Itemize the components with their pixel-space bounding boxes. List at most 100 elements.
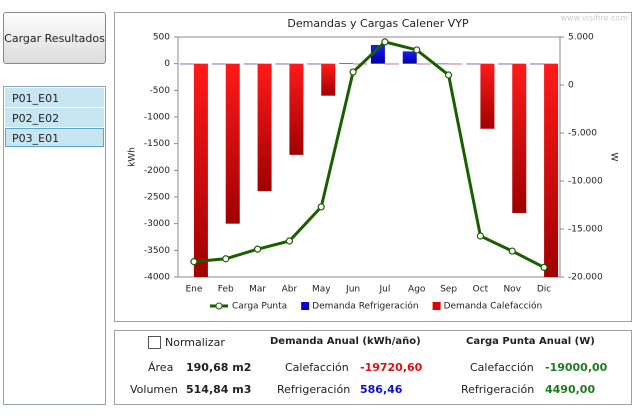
- line-marker: [253, 245, 262, 253]
- x-tick-label: Jun: [345, 285, 360, 295]
- bar: [243, 63, 258, 65]
- line-marker: [476, 232, 485, 240]
- load-button[interactable]: Cargar Resultados: [3, 12, 106, 64]
- y-tick-label: -500: [150, 86, 171, 96]
- y-axis-label: kWh: [128, 147, 138, 167]
- chart: Demandas y Cargas Calener VYP www.visifi…: [128, 14, 629, 312]
- watermark: www.visifire.com: [561, 14, 629, 23]
- x-tick-label: May: [312, 285, 331, 295]
- bar: [402, 51, 417, 64]
- bar: [384, 63, 399, 65]
- chart-title: Demandas y Cargas Calener VYP: [287, 17, 469, 30]
- plot-area: [177, 36, 561, 278]
- line-marker: [413, 46, 421, 54]
- field-value: 586,46: [360, 383, 403, 396]
- checkbox-label[interactable]: Normalizar: [165, 336, 225, 349]
- y2-tick-label: -10.000: [568, 177, 603, 187]
- line-series: [193, 40, 545, 269]
- field-value: -19720,60: [360, 361, 423, 374]
- y-tick-label: -1000: [144, 113, 170, 123]
- bar: [480, 63, 495, 129]
- y-tick-label: -3000: [144, 219, 170, 229]
- bar: [225, 63, 240, 224]
- field-label: Volumen: [130, 383, 178, 396]
- bar: [321, 63, 336, 96]
- bar: [498, 63, 513, 65]
- legend-label: Demanda Calefacción: [444, 301, 543, 312]
- bar: [466, 63, 481, 65]
- x-tick-label: Ago: [408, 285, 426, 295]
- bar: [211, 63, 226, 65]
- bar: [530, 63, 545, 65]
- x-tick-label: Ene: [185, 285, 202, 295]
- y-tick-label: 500: [153, 33, 170, 43]
- bar: [193, 63, 208, 277]
- legend-swatch: [432, 302, 441, 310]
- field-label: Refrigeración: [277, 383, 351, 396]
- list-item[interactable]: P01_E01: [5, 88, 104, 107]
- line-marker: [349, 68, 357, 76]
- field-value: 4490,00: [545, 383, 596, 396]
- field-value: -19000,00: [545, 361, 608, 374]
- x-tick-label: Dic: [537, 285, 551, 295]
- line-marker: [222, 255, 230, 263]
- line-marker: [190, 258, 198, 266]
- line-marker: [317, 203, 325, 211]
- y2-tick-label: 5.000: [568, 33, 594, 43]
- checkbox[interactable]: [148, 336, 161, 349]
- x-tick-label: Sep: [440, 285, 457, 295]
- bar: [339, 63, 354, 64]
- bar: [370, 45, 385, 64]
- field-value: 514,84 m3: [186, 383, 252, 396]
- legend-swatch: [301, 302, 310, 310]
- bar: [448, 63, 463, 65]
- summary-panel: [114, 330, 632, 405]
- x-tick-label: Oct: [473, 285, 489, 295]
- chart-panel: [114, 12, 632, 322]
- y2-tick-label: 0: [568, 81, 574, 91]
- field-label: Área: [148, 361, 174, 374]
- field-value: 190,68 m2: [186, 361, 252, 374]
- bar: [257, 63, 272, 192]
- y-tick-label: -4000: [144, 273, 170, 283]
- bar: [307, 63, 322, 65]
- line-marker: [540, 263, 548, 271]
- field-label: Calefacción: [285, 361, 349, 374]
- field-label: Refrigeración: [461, 383, 535, 396]
- legend-label: Carga Punta: [232, 302, 287, 312]
- bar: [289, 63, 304, 155]
- legend-swatch: [215, 302, 223, 310]
- bar: [512, 63, 527, 213]
- scenario-list: P01_E01 P02_E02 P03_E01: [3, 86, 106, 405]
- y-tick-label: -2000: [144, 166, 170, 176]
- list-item[interactable]: P02_E02: [5, 108, 104, 127]
- bar: [434, 63, 449, 65]
- line-marker: [444, 71, 453, 79]
- section-title: Carga Punta Anual (W): [466, 336, 595, 347]
- y2-tick-label: -5.000: [568, 129, 597, 139]
- y2-tick-label: -15.000: [568, 225, 603, 235]
- list-item[interactable]: P03_E01: [5, 128, 104, 147]
- line-marker: [381, 38, 389, 46]
- line-marker: [285, 237, 294, 245]
- bar: [544, 63, 559, 277]
- y-tick-label: -2500: [144, 193, 170, 203]
- y2-axis-label: W: [609, 153, 619, 162]
- line-marker: [508, 247, 516, 255]
- field-label: Calefacción: [470, 361, 534, 374]
- bar: [416, 63, 431, 65]
- x-tick-label: Mar: [249, 285, 266, 295]
- bar: [179, 63, 194, 65]
- x-tick-label: Abr: [282, 285, 298, 295]
- y-tick-label: -3500: [144, 246, 170, 256]
- y-tick-label: -1500: [144, 139, 170, 149]
- x-tick-label: Feb: [218, 285, 234, 295]
- section-title: Demanda Anual (kWh/año): [270, 336, 421, 347]
- bar: [275, 63, 290, 65]
- x-tick-label: Jul: [378, 285, 390, 295]
- y2-tick-label: -20.000: [568, 273, 603, 283]
- y-tick-label: 0: [164, 59, 170, 69]
- legend-label: Demanda Refrigeración: [312, 301, 418, 312]
- x-tick-label: Nov: [503, 285, 521, 295]
